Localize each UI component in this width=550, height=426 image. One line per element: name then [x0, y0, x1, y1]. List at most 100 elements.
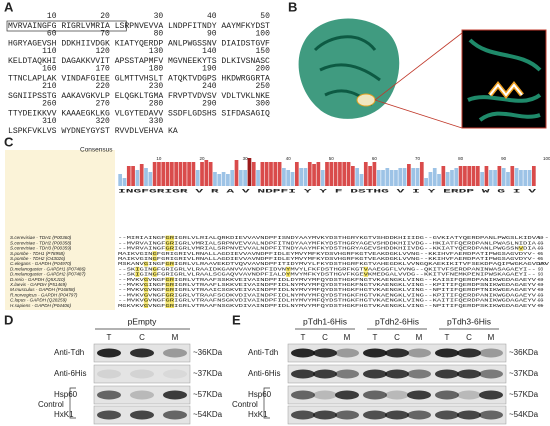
conservation-bar	[428, 172, 433, 186]
position-number: 120	[95, 47, 110, 56]
conservation-bar	[247, 158, 252, 186]
sequence-end: 93	[538, 282, 544, 287]
conserved-highlight	[143, 303, 149, 308]
aligned-sequence: --MIRIAINGFGRIGRLVLRIALQRKDIEVVAVNDPFISN…	[118, 235, 549, 241]
aligned-sequence: --SKIGINGFGRIGRLVLRAALSCGAQVVAVNDPFIALDY…	[118, 272, 536, 278]
conservation-bar	[394, 170, 398, 186]
species-label: S.cerevisiae - TDH2 (P00358)	[10, 240, 72, 245]
sequence-line: SGNIIPSSTG AAKAVGKVLP ELQGKLTGMA FRVPTVD…	[8, 92, 270, 101]
size-label: ~36KDa	[509, 348, 539, 357]
band	[363, 410, 387, 420]
species-label: D.rerio - GAPDH (Q5XJ10)	[10, 277, 66, 282]
band	[407, 410, 431, 420]
conservation-bar	[260, 162, 265, 186]
conservation-bar	[376, 170, 381, 186]
band	[407, 348, 431, 358]
conservation-bar	[182, 162, 187, 186]
band	[291, 348, 315, 358]
band	[457, 410, 481, 420]
position-number: 50	[260, 12, 270, 21]
conservation-bar	[282, 168, 286, 186]
band	[335, 369, 359, 379]
lane-label: M	[488, 333, 495, 342]
aligned-sequence: --MVKVGVNGFGRIGRLVTRAAFSCDKVDIVAINDPFIDL…	[118, 292, 545, 298]
position-number: 290	[202, 100, 217, 109]
band	[291, 410, 315, 420]
conservation-bar	[286, 170, 291, 186]
conservation-bar	[398, 168, 403, 186]
band	[313, 390, 337, 400]
conserved-highlight	[165, 282, 170, 288]
sequence-end: 93	[538, 240, 544, 245]
conserved-highlight	[152, 256, 157, 262]
aligned-sequence: MSKANVGINGFGRIGRLVLRAAVEKDTVQVVAVNDPFITI…	[118, 261, 549, 267]
conservation-bar	[333, 162, 338, 186]
aligned-sequence: --MVKVGINGFGRIGRLVTRAAFLSKKVEIVAINDPFIDL…	[118, 282, 545, 288]
species-label: M.musculus - GAPDH (P16858)	[10, 287, 76, 292]
aligned-sequence: --SKIGINGFGRIGRLVLRAAIDKGANVVAVNDPFIDVNY…	[118, 266, 536, 272]
position-number: 200	[255, 65, 270, 74]
aligned-sequence: --MVRVAINGFGRIGRLVMRIALSRPNVEVVALNDPFITN…	[118, 246, 545, 252]
species-label: S.cerevisiae - TDH3 (P00359)	[10, 246, 72, 251]
bracket	[69, 387, 76, 419]
sequence-end: 100	[538, 261, 546, 266]
position-number: 220	[95, 82, 110, 91]
band	[363, 369, 387, 379]
band	[407, 369, 431, 379]
conservation-bar	[458, 166, 463, 186]
band	[130, 369, 154, 379]
band	[479, 390, 503, 400]
conservation-bar	[506, 172, 510, 186]
conservation-bar	[269, 162, 273, 186]
conservation-bar	[454, 168, 459, 186]
conserved-highlight	[169, 298, 175, 303]
conserved-highlight	[152, 272, 157, 277]
row-label: Hsp60	[54, 390, 78, 399]
band	[313, 410, 337, 420]
position-number: 60	[372, 156, 378, 161]
conserved-highlight	[169, 235, 175, 241]
band	[130, 348, 154, 358]
band	[130, 390, 154, 400]
aligned-sequence: --MVKVGVNGFGRIGRLVTRAAFNSGKVDIVAINDPFIDL…	[118, 298, 545, 304]
sequence-end: 93	[538, 298, 544, 303]
band	[97, 369, 121, 379]
size-label: ~54KDa	[193, 410, 223, 419]
band	[363, 390, 387, 400]
position-number: 190	[202, 65, 217, 74]
species-label: S.pombe - TDH2 (O43026)	[10, 256, 66, 261]
band	[385, 348, 409, 358]
conserved-highlight	[143, 261, 149, 267]
conservation-bar	[273, 162, 278, 186]
band	[435, 369, 459, 379]
conservation-bar	[363, 162, 368, 186]
conservation-bar	[178, 162, 183, 186]
conservation-bar	[497, 166, 502, 186]
conserved-highlight	[135, 272, 140, 277]
conservation-bar	[213, 172, 217, 186]
conserved-highlight	[286, 272, 291, 277]
conservation-bar	[170, 162, 174, 186]
conserved-highlight	[169, 277, 175, 282]
conserved-highlight	[135, 266, 140, 272]
panel-label: B	[288, 0, 297, 14]
bracket	[263, 387, 270, 419]
conservation-bar	[243, 170, 247, 186]
position-number: 210	[42, 82, 57, 91]
species-label: R.norvegicus - GAPDH (P04797)	[10, 292, 78, 297]
position-number: 310	[42, 117, 57, 126]
band	[313, 369, 337, 379]
group-label: Control	[38, 400, 64, 409]
conservation-bar	[221, 172, 226, 186]
row-label: Anti-6His	[54, 369, 86, 378]
group-label: Control	[232, 400, 258, 409]
position-number: 300	[255, 100, 270, 109]
conservation-bar	[325, 162, 329, 186]
conserved-highlight	[165, 235, 170, 241]
conservation-bar	[187, 162, 191, 186]
conserved-highlight	[169, 240, 175, 246]
conservation-bar	[122, 178, 127, 186]
size-label: ~37KDa	[509, 369, 539, 378]
size-label: ~57KDa	[193, 390, 223, 399]
conservation-bar	[415, 168, 420, 186]
